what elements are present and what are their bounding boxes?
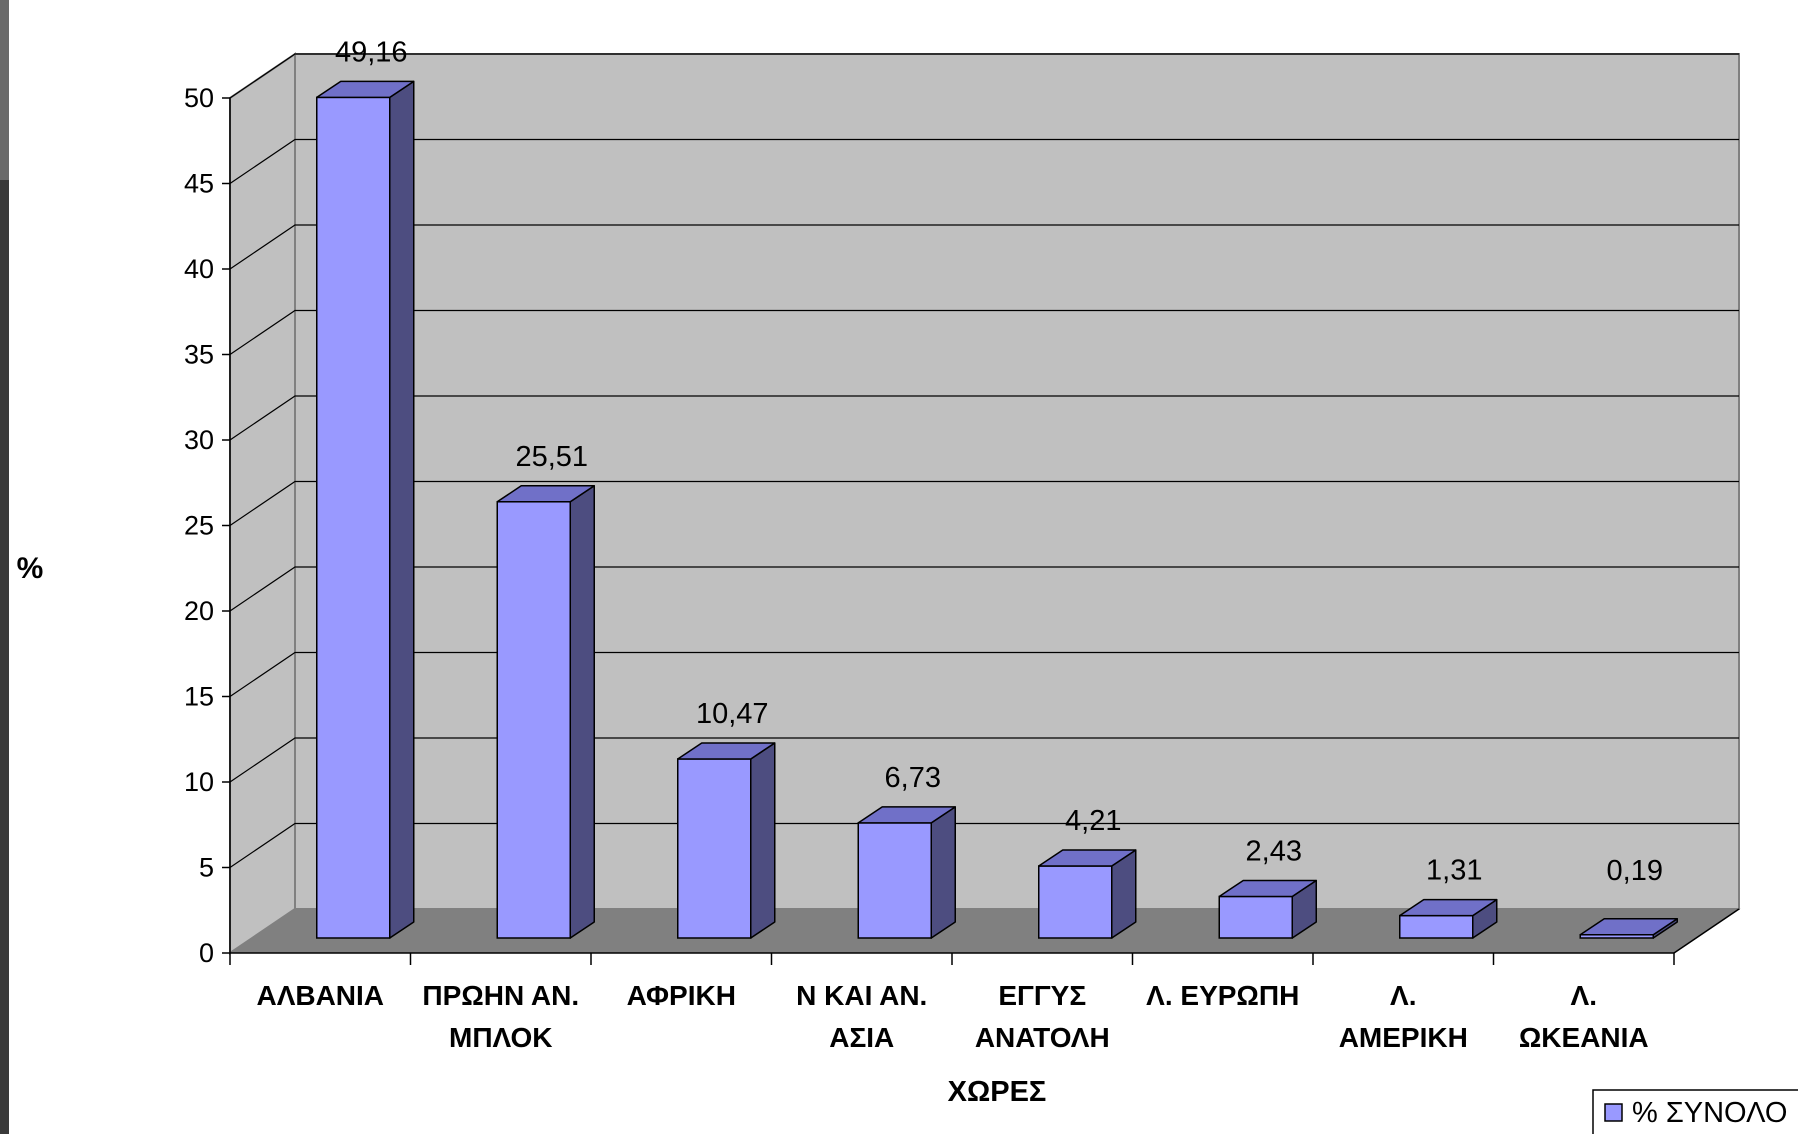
legend-swatch: [1604, 1103, 1623, 1122]
data-label: 25,51: [515, 441, 588, 473]
floor-right-edge: [1673, 908, 1740, 954]
bar-top: [496, 485, 595, 503]
gridline: [229, 395, 1739, 441]
bar-top: [316, 80, 415, 99]
gridline: [229, 651, 1739, 697]
bar: [1038, 865, 1113, 939]
y-tick-label: 20: [184, 596, 214, 626]
data-label: 10,47: [696, 698, 769, 730]
bar: [677, 758, 752, 939]
bar-top: [1399, 898, 1498, 917]
x-tick-label: Λ.: [1390, 980, 1416, 1011]
gridline: [229, 822, 1739, 868]
bar-side: [930, 806, 956, 939]
x-axis-title: ΧΩΡΕΣ: [948, 1076, 1047, 1108]
data-label: 49,16: [335, 36, 408, 68]
bar: [316, 96, 391, 939]
gridline: [229, 480, 1739, 526]
bar-top: [1218, 879, 1317, 898]
x-tick-label: ΜΠΛΟΚ: [449, 1022, 552, 1053]
data-label: 6,73: [885, 762, 941, 794]
bar: [857, 822, 932, 939]
x-tick-label: ΑΦΡΙΚΗ: [627, 980, 736, 1011]
x-tick-label: Λ. ΕΥΡΩΠΗ: [1146, 980, 1299, 1011]
x-tick-label: ΑΝΑΤΟΛΗ: [975, 1022, 1110, 1053]
bar-top: [1579, 918, 1678, 936]
x-tick-label: ΑΜΕΡΙΚΗ: [1339, 1022, 1468, 1053]
y-tick-label: 30: [184, 425, 214, 455]
data-label: 4,21: [1065, 805, 1121, 837]
data-label: 0,19: [1607, 855, 1663, 887]
data-label: 1,31: [1426, 855, 1482, 887]
bar-side: [750, 742, 776, 939]
window-edge: [0, 0, 9, 1134]
gridline: [229, 309, 1739, 355]
y-tick-label: 40: [184, 254, 214, 284]
y-tick-label: 0: [199, 938, 214, 968]
gridline: [229, 737, 1739, 783]
x-tick-label: ΠΡΩΗΝ ΑΝ.: [422, 980, 579, 1011]
x-tick-label: ΑΣΙΑ: [829, 1022, 894, 1053]
x-tick-label: ΕΓΓΥΣ: [998, 980, 1086, 1011]
bar: [1399, 914, 1474, 939]
bar-top: [857, 806, 956, 824]
x-tick-label: Ν ΚΑΙ ΑΝ.: [796, 980, 927, 1011]
gridline: [229, 138, 1739, 184]
y-tick-label: 5: [199, 853, 214, 883]
data-label: 2,43: [1246, 835, 1302, 867]
bar: [1218, 895, 1293, 939]
floor: [228, 908, 1741, 954]
x-tick-label: ΩΚΕΑΝΙΑ: [1519, 1022, 1649, 1053]
gridline: [229, 224, 1739, 270]
bar-side: [569, 485, 595, 939]
y-tick-label: 10: [184, 767, 214, 797]
bar-top: [677, 742, 776, 760]
y-tick-label: 15: [184, 682, 214, 712]
legend-box: [1592, 1089, 1798, 1139]
bar-top: [1038, 849, 1137, 867]
y-tick-label: 25: [184, 511, 214, 541]
y-tick-label: 50: [184, 83, 214, 113]
y-axis-title: %: [17, 552, 44, 585]
y-tick-label: 45: [184, 169, 214, 199]
y-tick-label: 35: [184, 340, 214, 370]
bar: [496, 501, 571, 939]
gridline: [229, 53, 1739, 99]
x-tick-label: Λ.: [1571, 980, 1597, 1011]
x-tick-label: ΑΛΒΑΝΙΑ: [256, 980, 384, 1011]
gridline: [229, 566, 1739, 612]
legend-label: % ΣΥΝΟΛΟ: [1632, 1097, 1787, 1129]
window-edge-highlight: [0, 0, 9, 180]
bar-side: [389, 80, 415, 939]
